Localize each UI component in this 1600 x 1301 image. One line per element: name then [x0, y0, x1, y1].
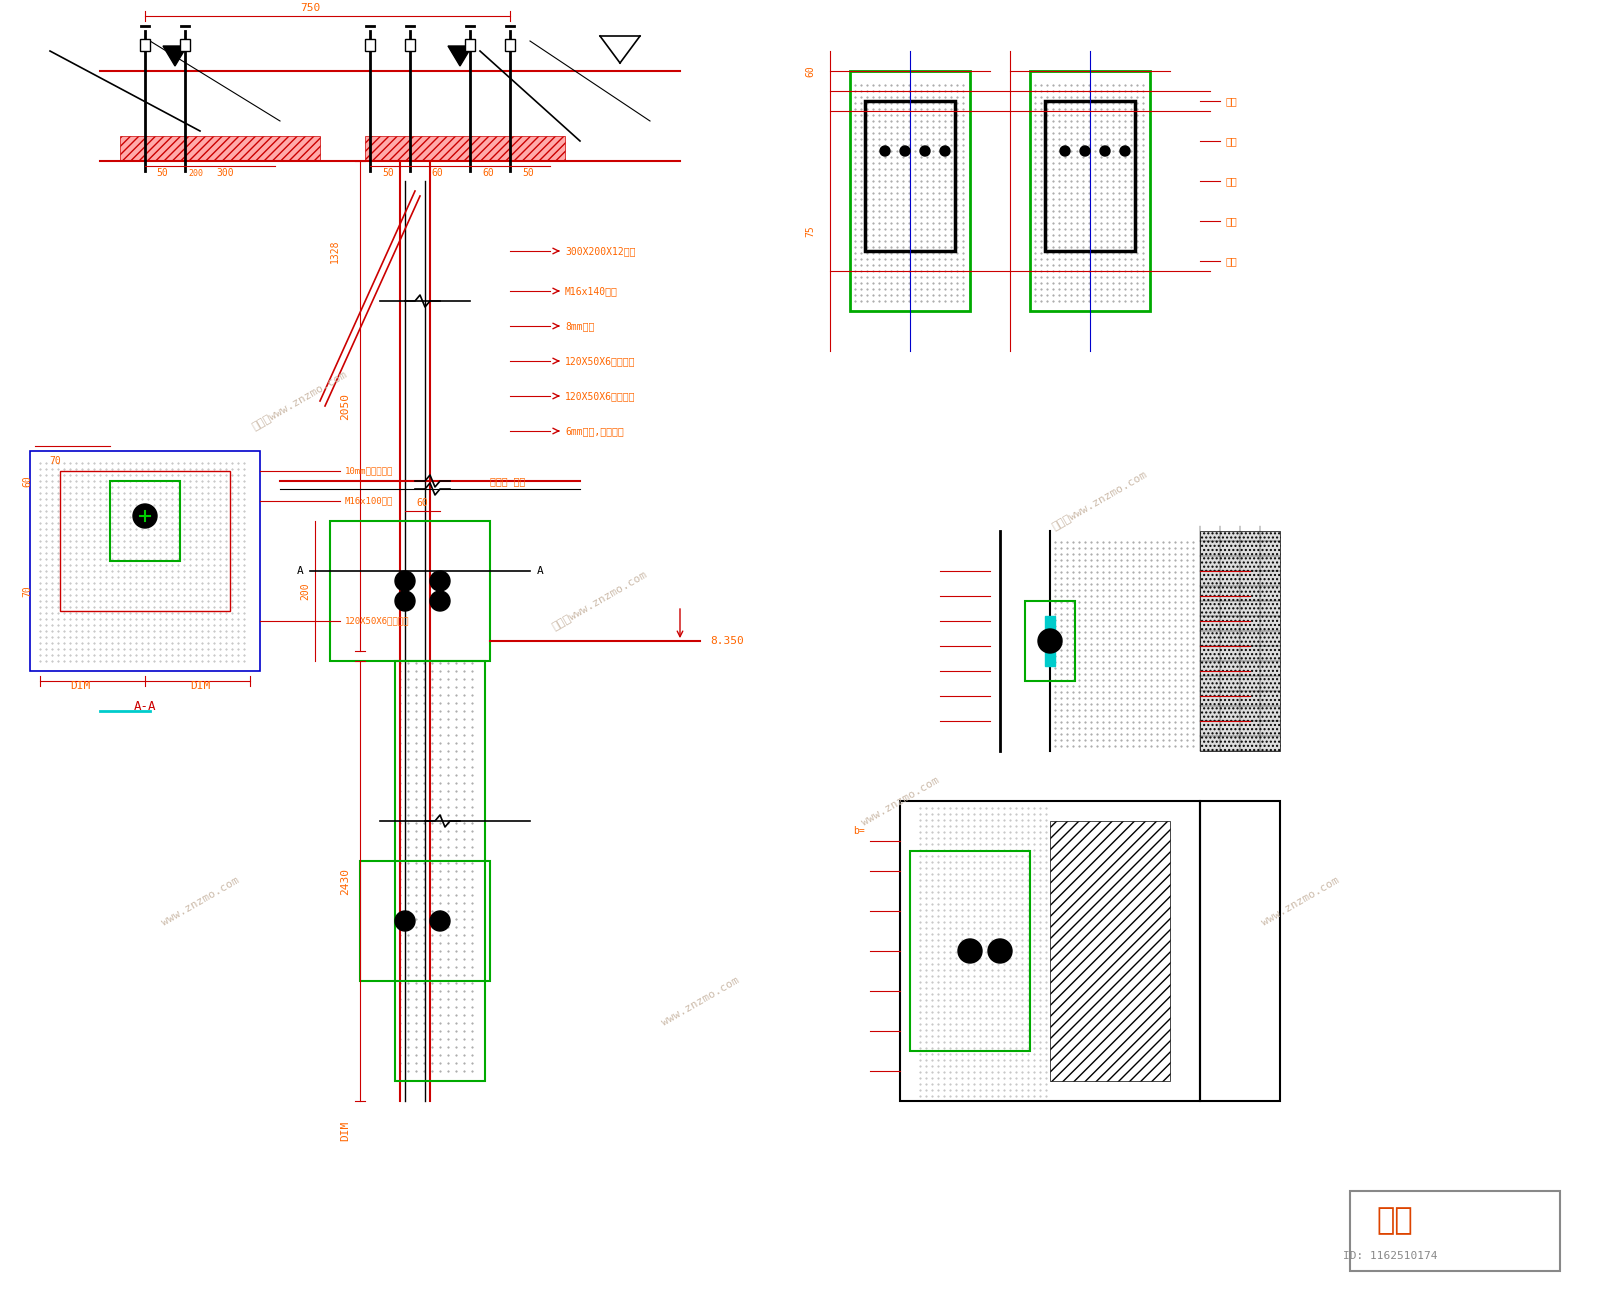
Text: 知末: 知末: [1376, 1206, 1413, 1236]
Circle shape: [1120, 146, 1130, 156]
Text: 60: 60: [482, 168, 494, 178]
Text: DIM: DIM: [190, 680, 210, 691]
Text: 2430: 2430: [341, 868, 350, 895]
Bar: [110, 481, 181, 561]
Text: 2050: 2050: [341, 393, 350, 419]
Text: 8.350: 8.350: [710, 636, 744, 647]
Text: DIM: DIM: [341, 1121, 350, 1141]
Text: 钢板: 钢板: [1226, 96, 1237, 105]
Text: 750: 750: [299, 3, 320, 13]
Text: M16x140锚栓: M16x140锚栓: [565, 286, 618, 297]
Bar: [1200, 801, 1280, 1101]
Text: 8mm钢板: 8mm钢板: [565, 321, 594, 330]
Text: A: A: [536, 566, 544, 576]
Text: 锚栓: 锚栓: [1226, 137, 1237, 146]
Text: M16x100锚栓: M16x100锚栓: [346, 497, 394, 506]
Bar: [1200, 531, 1280, 751]
Bar: [330, 520, 490, 661]
Bar: [61, 471, 230, 611]
Bar: [365, 39, 374, 51]
Bar: [1026, 601, 1075, 680]
Circle shape: [395, 591, 414, 611]
Bar: [901, 801, 1200, 1101]
Text: 10mm钢板连接件: 10mm钢板连接件: [346, 467, 394, 475]
Text: 60: 60: [22, 475, 32, 487]
Circle shape: [395, 571, 414, 591]
Text: 70: 70: [50, 455, 61, 466]
Bar: [506, 39, 515, 51]
Bar: [360, 861, 490, 981]
Circle shape: [1038, 628, 1062, 653]
Circle shape: [901, 146, 910, 156]
Text: www.znzmo.com: www.znzmo.com: [160, 874, 240, 928]
Text: www.znzmo.com: www.znzmo.com: [1259, 874, 1341, 928]
Bar: [1045, 101, 1134, 251]
Text: 知末网www.znzmo.com: 知末网www.znzmo.com: [1051, 470, 1149, 532]
Text: 60: 60: [430, 168, 443, 178]
Bar: [1045, 615, 1054, 666]
Text: 60: 60: [805, 65, 814, 77]
Circle shape: [133, 503, 157, 528]
Text: 胶条: 胶条: [1226, 256, 1237, 265]
Text: 300X200X12钢板: 300X200X12钢板: [565, 246, 635, 256]
Text: 50: 50: [382, 168, 394, 178]
Circle shape: [430, 911, 450, 932]
Text: 300: 300: [216, 168, 234, 178]
Text: www.znzmo.com: www.znzmo.com: [659, 974, 741, 1028]
Polygon shape: [163, 46, 187, 66]
Text: 槽钢: 槽钢: [1226, 176, 1237, 186]
Text: 知末网www.znzmo.com: 知末网www.znzmo.com: [550, 570, 650, 632]
Bar: [910, 851, 1030, 1051]
Text: 玻璃: 玻璃: [1226, 216, 1237, 226]
Bar: [850, 72, 970, 311]
Circle shape: [989, 939, 1013, 963]
Circle shape: [1080, 146, 1090, 156]
Text: 标高处 排布: 标高处 排布: [490, 476, 525, 487]
Text: b=: b=: [853, 826, 866, 837]
Bar: [866, 101, 955, 251]
Text: 6mm钢板,满焊连接: 6mm钢板,满焊连接: [565, 425, 624, 436]
Circle shape: [941, 146, 950, 156]
Circle shape: [395, 911, 414, 932]
Bar: [141, 39, 150, 51]
Text: 50: 50: [522, 168, 534, 178]
Circle shape: [430, 591, 450, 611]
Circle shape: [920, 146, 930, 156]
Text: 200: 200: [189, 169, 203, 177]
Text: 60: 60: [416, 498, 427, 507]
Text: 120X50X6钢管槽钢: 120X50X6钢管槽钢: [346, 617, 410, 626]
Bar: [1350, 1190, 1560, 1271]
Circle shape: [1059, 146, 1070, 156]
Circle shape: [1101, 146, 1110, 156]
Text: A: A: [296, 566, 304, 576]
Bar: [120, 137, 320, 161]
Circle shape: [880, 146, 890, 156]
Text: A-A: A-A: [134, 700, 157, 713]
Text: 知末网www.znzmo.com: 知末网www.znzmo.com: [251, 369, 349, 432]
Circle shape: [958, 939, 982, 963]
Text: 75: 75: [805, 225, 814, 237]
Bar: [395, 661, 485, 1081]
Bar: [181, 39, 190, 51]
Bar: [1030, 72, 1150, 311]
Bar: [466, 39, 475, 51]
Text: ID: 1162510174: ID: 1162510174: [1342, 1252, 1437, 1261]
Text: 50: 50: [157, 168, 168, 178]
Text: 120X50X6钢管槽钢: 120X50X6钢管槽钢: [565, 392, 635, 401]
Polygon shape: [448, 46, 472, 66]
Circle shape: [430, 571, 450, 591]
Bar: [30, 451, 261, 671]
Text: 200: 200: [301, 582, 310, 600]
Text: 120X50X6钢管槽钢: 120X50X6钢管槽钢: [565, 356, 635, 366]
Bar: [1050, 821, 1170, 1081]
Text: www.znzmo.com: www.znzmo.com: [859, 774, 941, 827]
Bar: [405, 39, 414, 51]
Bar: [365, 137, 565, 161]
Text: 1328: 1328: [330, 239, 341, 263]
Text: DIM: DIM: [70, 680, 90, 691]
Text: 70: 70: [22, 585, 32, 597]
